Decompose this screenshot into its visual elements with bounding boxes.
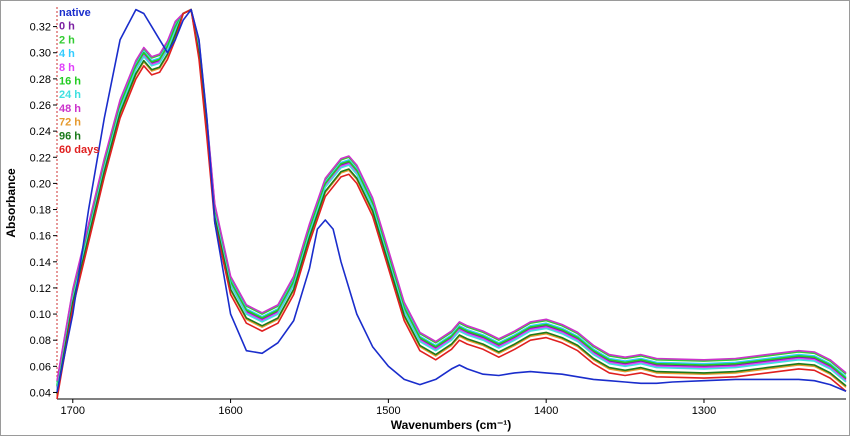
y-tick-label: 0.32 bbox=[30, 22, 51, 34]
y-tick-label: 0.16 bbox=[30, 231, 51, 243]
y-tick-label: 0.22 bbox=[30, 152, 51, 164]
legend-entry: 16 h bbox=[59, 76, 81, 88]
x-tick-label: 1500 bbox=[376, 405, 400, 417]
legend-entry: 8 h bbox=[59, 62, 75, 74]
x-axis-title: Wavenumbers (cm⁻¹) bbox=[391, 418, 512, 432]
series-line-16-h bbox=[56, 8, 847, 387]
legend-entry: 72 h bbox=[59, 117, 81, 129]
x-tick-label: 1400 bbox=[534, 405, 558, 417]
y-tick-label: 0.12 bbox=[30, 283, 51, 295]
legend-entry: 24 h bbox=[59, 89, 81, 101]
legend-entry: 60 days bbox=[59, 144, 99, 156]
y-tick-group: 0.04 0.06 0.08 0.10 0.12 0.14 0.16 0.18 0.20 0.22… bbox=[30, 22, 57, 399]
x-tick-label: 1700 bbox=[61, 405, 85, 417]
series-line-native bbox=[56, 8, 847, 393]
y-tick-label: 0.18 bbox=[30, 205, 51, 217]
legend-entry: 96 h bbox=[59, 130, 81, 142]
legend-entry: 4 h bbox=[59, 48, 75, 60]
series-line-60-days bbox=[56, 8, 847, 400]
y-tick-label: 0.08 bbox=[30, 335, 51, 347]
legend-entry: native bbox=[59, 7, 91, 19]
y-tick-label: 0.14 bbox=[30, 257, 51, 269]
plot-area bbox=[56, 7, 847, 400]
y-axis-title: Absorbance bbox=[4, 168, 18, 238]
legend-entry: 0 h bbox=[59, 21, 75, 33]
series-line-48-h bbox=[56, 8, 847, 381]
x-tick-label: 1600 bbox=[218, 405, 242, 417]
series-line-24-h bbox=[56, 8, 847, 391]
y-tick-label: 0.26 bbox=[30, 100, 51, 112]
series-line-4-h bbox=[56, 8, 847, 385]
y-tick-label: 0.20 bbox=[30, 178, 51, 190]
y-tick-label: 0.06 bbox=[30, 361, 51, 373]
series-layer bbox=[56, 8, 847, 400]
y-tick-label: 0.30 bbox=[30, 48, 51, 60]
y-tick-label: 0.10 bbox=[30, 309, 51, 321]
legend: native 0 h2 h 4 h 8 h 16 h24 h 48 h 72 h96 h 60… bbox=[59, 7, 99, 156]
legend-entry: 48 h bbox=[59, 103, 81, 115]
series-line-2-h bbox=[56, 8, 847, 383]
y-tick-label: 0.28 bbox=[30, 74, 51, 86]
x-tick-label: 1300 bbox=[692, 405, 716, 417]
y-tick-label: 0.04 bbox=[30, 387, 51, 399]
series-line-96-h bbox=[56, 8, 847, 394]
legend-entry: 2 h bbox=[59, 34, 75, 46]
y-tick-label: 0.24 bbox=[30, 126, 51, 138]
x-tick-group: 1700 1600 1500 1400 1300 bbox=[61, 399, 716, 417]
